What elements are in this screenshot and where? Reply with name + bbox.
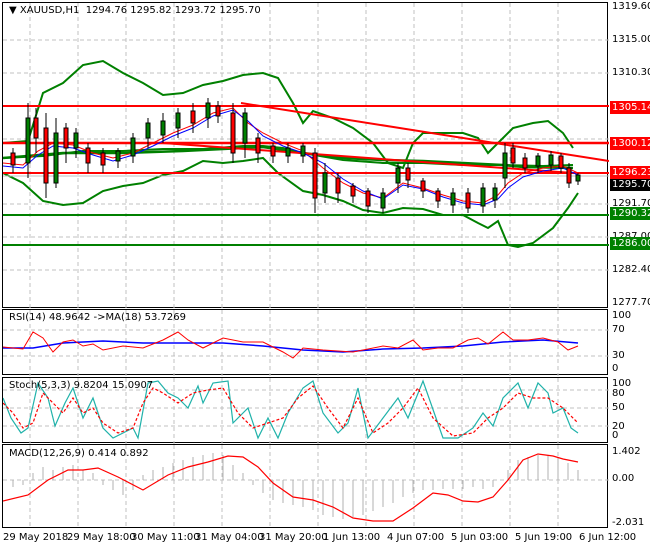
macd-tick: 0.00 (612, 473, 635, 484)
chart-header: ▼ XAUUSD,H1 1294.76 1295.82 1293.72 1295… (9, 5, 261, 16)
rsi-chart (3, 310, 609, 376)
level-tag-1296: 1296.23 (610, 166, 650, 179)
time-label: 29 May 18:00 (67, 532, 136, 543)
time-label: 4 Jun 07:00 (387, 532, 445, 543)
low-value: 1293.72 (174, 5, 217, 16)
stoch-tick: 50 (612, 402, 625, 413)
rsi-title: RSI(14) 48.9642 ->MA(18) 53.7269 (9, 312, 186, 323)
stochastic-panel[interactable]: Stoch(5,3,3) 9.8204 15.0907 (2, 377, 609, 444)
time-label: 31 May 04:00 (195, 532, 264, 543)
time-label: 31 May 20:00 (259, 532, 328, 543)
price-tick: 1277.70 (612, 297, 650, 308)
level-tag-1290: 1290.32 (610, 207, 650, 220)
time-label: 29 May 2018 (3, 532, 69, 543)
triangle-down-icon[interactable]: ▼ (9, 5, 17, 16)
high-value: 1295.82 (130, 5, 172, 16)
macd-tick: -2.031 (612, 517, 645, 528)
stochastic-chart (3, 378, 609, 444)
macd-panel[interactable]: MACD(12,26,9) 0.414 0.892 (2, 444, 609, 529)
current-price-tag: 1295.70 (610, 178, 650, 191)
macd-chart (3, 445, 609, 529)
main-chart-panel[interactable]: ▼ XAUUSD,H1 1294.76 1295.82 1293.72 1295… (2, 2, 609, 309)
macd-title: MACD(12,26,9) 0.414 0.892 (9, 448, 149, 459)
time-label: 30 May 11:00 (131, 532, 200, 543)
close-value: 1295.70 (219, 5, 261, 16)
price-tick: 1287.00 (612, 231, 650, 242)
symbol-label: XAUUSD,H1 (19, 5, 80, 16)
rsi-tick: 30 (612, 350, 625, 361)
stoch-tick: 0 (612, 430, 619, 441)
price-tick: 1310.30 (612, 67, 650, 78)
stoch-tick: 20 (612, 421, 625, 432)
level-tag-1286: 1286.00 (610, 237, 650, 250)
time-label: 1 Jun 13:00 (323, 532, 381, 543)
macd-tick: 1.402 (612, 446, 641, 457)
price-tick: 1315.00 (612, 34, 650, 45)
level-tag-1300: 1300.12 (610, 137, 650, 150)
time-label: 6 Jun 12:00 (579, 532, 637, 543)
stoch-tick: 100 (612, 378, 632, 389)
rsi-panel[interactable]: RSI(14) 48.9642 ->MA(18) 53.7269 (2, 309, 609, 376)
rsi-tick: 0 (612, 363, 619, 374)
time-label: 5 Jun 19:00 (515, 532, 573, 543)
rsi-tick: 100 (612, 310, 632, 321)
rsi-tick: 70 (612, 324, 625, 335)
open-value: 1294.76 (85, 5, 128, 16)
level-tag-1305: 1305.14 (610, 101, 650, 114)
stoch-tick: 80 (612, 388, 625, 399)
price-tick: 1291.70 (612, 198, 650, 209)
price-chart (3, 3, 609, 309)
stochastic-title: Stoch(5,3,3) 9.8204 15.0907 (9, 380, 154, 391)
time-label: 5 Jun 03:00 (451, 532, 509, 543)
price-tick: 1282.40 (612, 264, 650, 275)
price-tick: 1319.60 (612, 1, 650, 12)
